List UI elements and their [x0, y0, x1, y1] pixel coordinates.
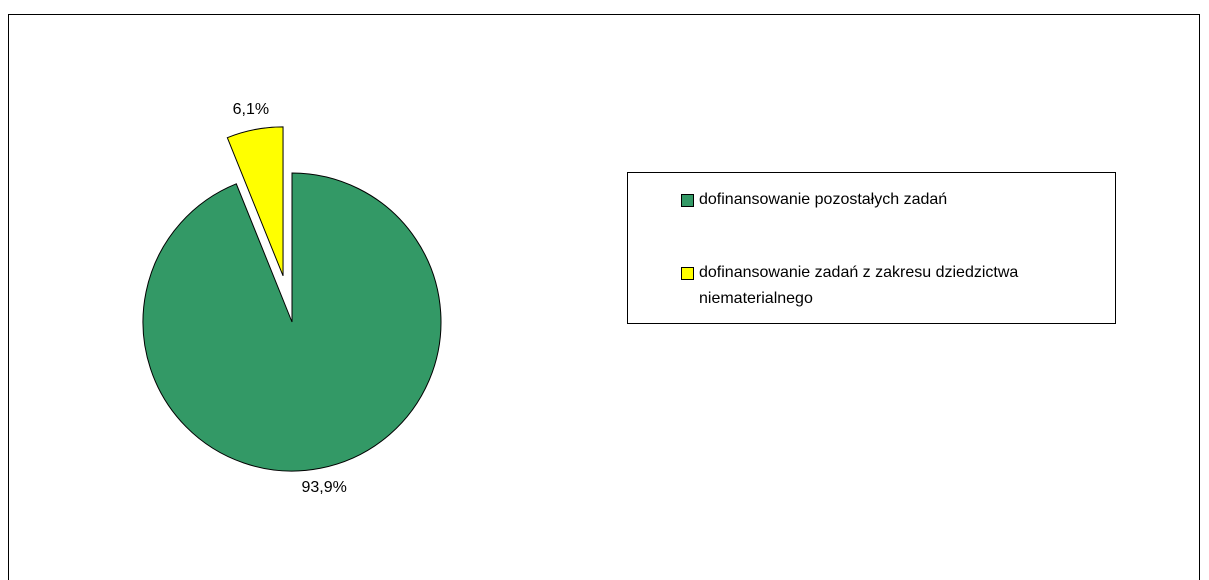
- pie-slice: [226, 126, 284, 277]
- data-label: 93,9%: [302, 479, 347, 496]
- legend-entry: dofinansowanie pozostałych zadań: [681, 187, 1101, 213]
- pie-slice: [142, 172, 442, 472]
- legend-label: dofinansowanie zadań z zakresu dziedzict…: [699, 264, 1019, 307]
- legend-label: dofinansowanie pozostałych zadań: [699, 191, 948, 208]
- legend-swatch: [681, 267, 694, 280]
- legend: dofinansowanie pozostałych zadań dofinans…: [627, 172, 1116, 324]
- chart-frame: [8, 14, 1200, 580]
- data-label: 6,1%: [233, 101, 269, 118]
- legend-entry: dofinansowanie zadań z zakresu dziedzict…: [681, 260, 1101, 312]
- legend-swatch: [681, 194, 694, 207]
